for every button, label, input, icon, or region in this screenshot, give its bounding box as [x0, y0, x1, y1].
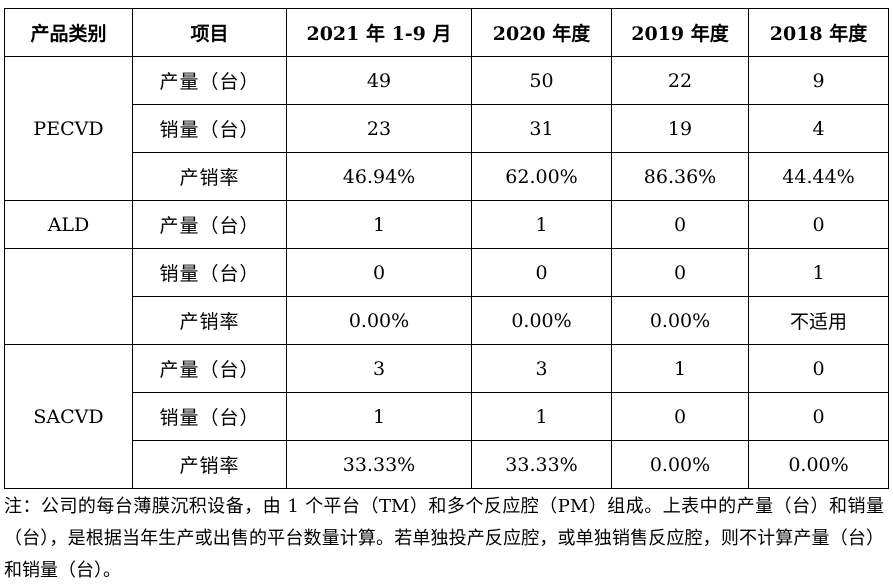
value-cell: 31	[471, 104, 612, 153]
table-row: 销量（台） 0 0 0 1	[4, 248, 889, 345]
value-cell: 0.00%	[471, 296, 612, 345]
header-category: 产品类别	[4, 8, 133, 57]
value-cell: 49	[286, 56, 472, 105]
header-2020: 2020 年度	[471, 8, 612, 57]
category-cell-sacvd: SACVD	[4, 344, 133, 489]
value-cell: 0	[748, 344, 889, 393]
item-cell: 产量（台）	[132, 344, 287, 393]
table-row: 产销率 33.33% 33.33% 0.00% 0.00%	[5, 440, 889, 489]
value-cell: 46.94%	[286, 152, 472, 201]
value-cell: 1	[471, 392, 612, 441]
value-cell: 9	[748, 56, 889, 105]
value-cell: 0	[748, 200, 889, 249]
table-row: ALD 产量（台） 1 1 0 0	[4, 200, 889, 249]
header-row: 产品类别 项目 2021 年 1-9 月 2020 年度 2019 年度 201…	[4, 8, 889, 57]
item-cell: 产销率	[132, 152, 287, 201]
table-row: PECVD 产量（台） 49 50 22 9	[4, 56, 889, 201]
value-cell: 1	[286, 392, 472, 441]
table-row: 销量（台） 1 1 0 0	[5, 392, 889, 441]
value-cell: 0.00%	[611, 296, 749, 345]
table-row: 产销率 46.94% 62.00% 86.36% 44.44%	[5, 152, 889, 201]
value-cell: 44.44%	[748, 152, 889, 201]
header-item: 项目	[132, 8, 287, 57]
item-cell: 产销率	[132, 296, 287, 345]
value-cell: 0.00%	[611, 440, 749, 489]
header-2018: 2018 年度	[748, 8, 889, 57]
category-cell-pecvd: PECVD	[4, 56, 133, 201]
item-cell: 销量（台）	[132, 104, 287, 153]
value-cell: 4	[748, 104, 889, 153]
table-footnote: 注：公司的每台薄膜沉积设备，由 1 个平台（TM）和多个反应腔（PM）组成。上表…	[4, 496, 884, 581]
value-cell: 86.36%	[611, 152, 749, 201]
value-cell: 1	[286, 200, 472, 249]
value-cell: 0	[611, 392, 749, 441]
value-cell: 0	[611, 248, 749, 297]
item-cell: 产量（台）	[132, 200, 287, 249]
value-cell: 33.33%	[471, 440, 612, 489]
value-cell: 3	[286, 344, 472, 393]
value-cell: 62.00%	[471, 152, 612, 201]
value-cell: 不适用	[748, 296, 889, 345]
table-row: SACVD 产量（台） 3 3 1 0	[4, 344, 889, 489]
value-cell: 0	[286, 248, 472, 297]
table-row: 销量（台） 23 31 19 4	[5, 104, 889, 153]
value-cell: 1	[611, 344, 749, 393]
item-cell: 产量（台）	[132, 56, 287, 105]
value-cell: 23	[286, 104, 472, 153]
item-cell: 销量（台）	[132, 392, 287, 441]
value-cell: 19	[611, 104, 749, 153]
value-cell: 0	[471, 248, 612, 297]
value-cell: 50	[471, 56, 612, 105]
item-cell: 产销率	[132, 440, 287, 489]
value-cell: 0.00%	[286, 296, 472, 345]
value-cell: 0.00%	[748, 440, 889, 489]
value-cell: 1	[471, 200, 612, 249]
value-cell: 0	[611, 200, 749, 249]
value-cell: 33.33%	[286, 440, 472, 489]
header-2021-q1-q3: 2021 年 1-9 月	[286, 8, 472, 57]
category-cell-ald: ALD	[4, 200, 133, 249]
header-2019: 2019 年度	[611, 8, 749, 57]
value-cell: 22	[611, 56, 749, 105]
table-row: 产销率 0.00% 0.00% 0.00% 不适用	[5, 296, 889, 345]
value-cell: 1	[748, 248, 889, 297]
item-cell: 销量（台）	[132, 248, 287, 297]
value-cell: 3	[471, 344, 612, 393]
value-cell: 0	[748, 392, 889, 441]
category-cell-empty	[4, 248, 133, 345]
production-sales-table: 产品类别 项目 2021 年 1-9 月 2020 年度 2019 年度 201…	[4, 8, 889, 489]
